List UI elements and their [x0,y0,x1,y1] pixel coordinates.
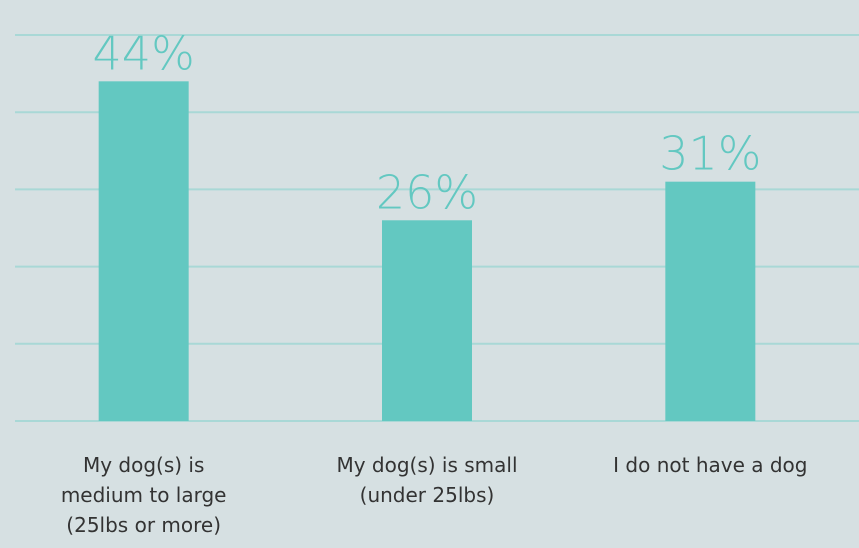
value-label: 44% [93,26,195,80]
x-tick-label: My dog(s) is medium to large (25lbs or m… [60,453,227,537]
bar [665,181,756,421]
x-tick-label: My dog(s) is small (under 25lbs) [336,453,518,507]
x-tick-label: I do not have a dog [613,453,808,477]
bar [98,81,189,421]
value-label: 31% [659,127,761,181]
value-label: 26% [376,165,478,219]
bar [382,220,472,421]
